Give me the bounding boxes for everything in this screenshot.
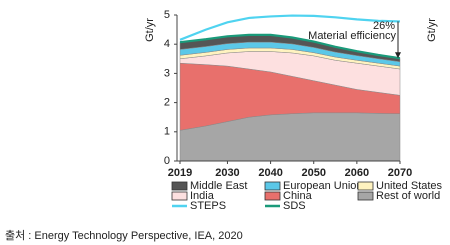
legend-label: SDS [283, 200, 306, 212]
x-tick-label: 2030 [215, 167, 239, 179]
legend-label: Middle East [190, 180, 247, 192]
line [179, 14, 401, 41]
legend-swatch [264, 181, 281, 191]
y-axis-label: Gt/yr [144, 18, 156, 42]
x-tick-label: 2019 [168, 167, 192, 179]
y-axis-label-right: Gt/yr [426, 18, 438, 42]
annotation: Material efficiency [308, 30, 396, 42]
y-tick-label: 2 [164, 97, 170, 109]
y-tick-label: 0 [164, 155, 170, 167]
x-tick-label: 2070 [388, 167, 412, 179]
source: 출처 : Energy Technology Perspective, IEA,… [5, 229, 243, 242]
annotation: 26% [373, 20, 395, 32]
y-tick-label: 1 [164, 126, 170, 138]
legend-swatch [171, 181, 188, 191]
legend-swatch [171, 191, 188, 201]
x-tick-label: 2040 [258, 167, 282, 179]
y-tick-label: 5 [164, 9, 170, 21]
legend-label: United States [376, 180, 443, 192]
legend-swatch [357, 181, 374, 191]
legend-label: European Union [283, 180, 363, 192]
legend-label: China [283, 190, 313, 202]
legend-swatch [357, 191, 374, 201]
legend-swatch [264, 191, 281, 201]
legend-label: STEPS [190, 200, 226, 212]
y-tick-label: 3 [164, 67, 170, 79]
y-tick-label: 4 [164, 38, 170, 50]
x-tick-label: 2060 [345, 167, 369, 179]
legend-label: India [190, 190, 215, 202]
legend-label: Rest of world [376, 190, 440, 202]
line [179, 33, 401, 60]
x-tick-label: 2050 [301, 167, 325, 179]
annotation-arrowhead [395, 52, 401, 59]
